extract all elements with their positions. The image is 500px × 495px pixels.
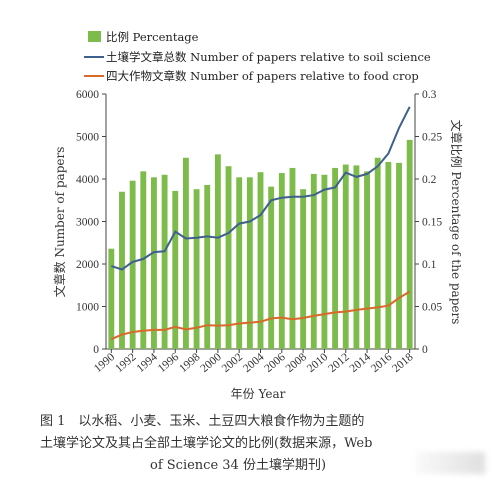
figure-caption-line-2: 土壤学论文及其占全部土壤学论文的比例(数据来源，Web (40, 436, 373, 451)
x-tick-label: 2016 (369, 351, 395, 375)
legend: 比例 Percentage 土壤学文章总数 Number of papers re… (84, 30, 431, 83)
y-left-tick-label: 2000 (76, 259, 99, 271)
y-right-tick-label: 0.15 (422, 217, 442, 229)
y-left-tick-label: 0 (93, 344, 99, 356)
y-left-tick-label: 4000 (76, 174, 99, 186)
watermark-blur (415, 452, 485, 474)
figure-caption-line-3: of Science 34 份土壤学期刊) (150, 458, 327, 473)
x-axis-label: 年份 Year (231, 387, 286, 401)
y-right-tick-label: 0.05 (422, 302, 442, 314)
legend-label: 四大作物文章数 Number of papers relative to foo… (106, 69, 419, 83)
figure-caption-line-1: 图 1 以水稻、小麦、玉米、土豆四大粮食作物为主题的 (40, 414, 365, 429)
x-tick-label: 1992 (113, 351, 139, 375)
soil-science-line (110, 106, 411, 271)
bar-2003 (246, 177, 253, 349)
food-crop-line (110, 290, 411, 341)
x-tick-label: 1996 (156, 351, 182, 375)
y-axis-left-label: 文章数 Number of papers (52, 147, 67, 298)
bar-1990 (108, 248, 115, 349)
y-left-tick-label: 6000 (76, 89, 99, 101)
y-left-tick-label: 1000 (76, 302, 99, 314)
bar-2008 (300, 189, 307, 349)
x-tick-label: 2008 (284, 351, 310, 375)
bar-2011 (332, 167, 339, 349)
y-right-tick-label: 0.3 (422, 89, 437, 101)
y-right-tick-label: 0 (422, 344, 428, 356)
legend-label: 土壤学文章总数 Number of papers relative to soi… (106, 50, 431, 64)
y-right-tick-label: 0.2 (422, 174, 437, 186)
x-tick-label: 2014 (348, 351, 374, 375)
bar-1998 (193, 189, 200, 349)
x-tick-label: 2004 (241, 351, 267, 375)
bar-1992 (129, 180, 136, 349)
bar-1999 (204, 184, 211, 349)
bar-2000 (214, 154, 221, 349)
bar-1994 (151, 177, 157, 349)
bar-1997 (182, 157, 189, 349)
x-tick-label: 1998 (177, 351, 203, 375)
x-tick-label: 2010 (305, 351, 331, 375)
bar-2014 (364, 171, 370, 349)
x-tick-label: 2000 (198, 351, 224, 375)
bar-2006 (278, 173, 285, 349)
bar-2015 (374, 157, 381, 349)
y-left-tick-label: 3000 (76, 217, 99, 229)
bar-2004 (257, 172, 264, 349)
y-axis-right-label: 文章比例 Percentage of the papers (449, 120, 464, 325)
bar-2012 (342, 164, 349, 349)
bar-2002 (236, 177, 243, 349)
x-tick-label: 2018 (390, 351, 416, 375)
bar-2005 (268, 186, 275, 349)
bar-2017 (396, 162, 402, 349)
bar-2007 (289, 167, 296, 349)
bar-2018 (406, 139, 413, 349)
legend-label: 比例 Percentage (106, 30, 199, 44)
x-tick-label: 2002 (220, 351, 246, 375)
percentage-bars (108, 139, 413, 349)
y-left-tick-label: 5000 (76, 132, 99, 144)
x-tick-label: 2006 (262, 351, 288, 375)
bar-1996 (172, 190, 179, 349)
paper-count-lines (110, 106, 411, 341)
bar-2001 (225, 166, 232, 349)
x-tick-label: 2012 (326, 351, 352, 375)
bar-2016 (385, 162, 392, 349)
combo-chart: 比例 Percentage 土壤学文章总数 Number of papers re… (52, 30, 464, 401)
bar-2010 (321, 174, 328, 349)
bar-1995 (161, 174, 168, 349)
legend-swatch-percentage (88, 31, 101, 42)
bar-2013 (353, 165, 360, 349)
y-right-tick-label: 0.25 (422, 132, 442, 144)
x-tick-label: 1994 (135, 351, 161, 375)
y-right-tick-label: 0.1 (422, 259, 437, 271)
bar-1993 (140, 171, 147, 349)
bar-2009 (310, 173, 317, 349)
